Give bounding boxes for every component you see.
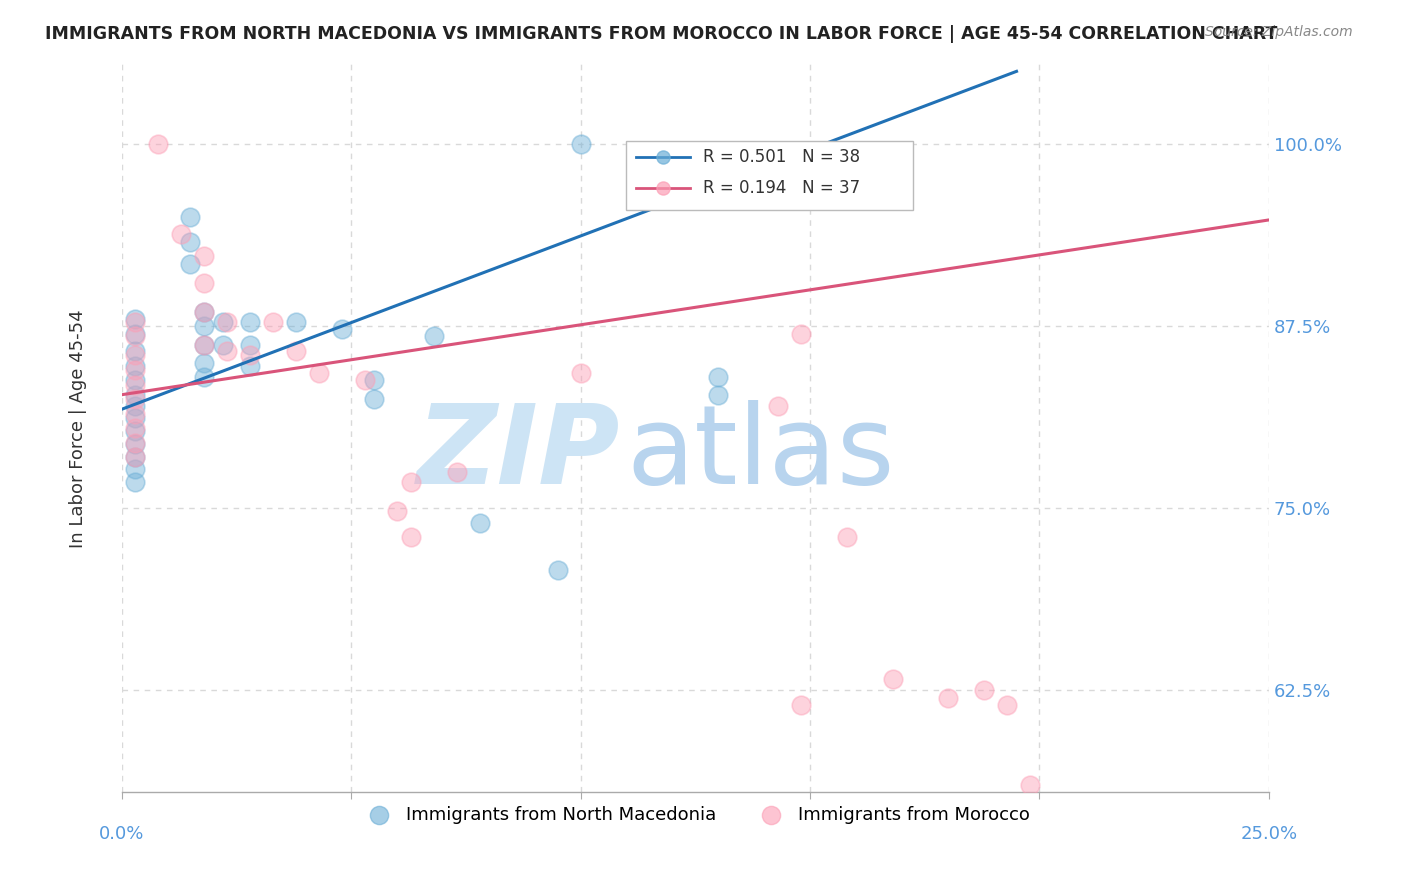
Text: R = 0.194   N = 37: R = 0.194 N = 37 [703,179,860,197]
Point [790,698,813,712]
Point [179,257,201,271]
Point [973,683,995,698]
Point [193,276,215,290]
Point [363,373,385,387]
Point [193,338,215,352]
Point [124,437,146,451]
Point [193,304,215,318]
Point [995,698,1018,712]
Point [124,359,146,373]
Point [193,304,215,318]
Point [124,435,146,450]
Point [124,329,146,343]
Text: 0.0%: 0.0% [98,825,145,843]
Point [124,421,146,435]
Point [170,227,193,242]
Point [124,475,146,490]
Point [547,562,569,576]
Point [446,465,468,479]
Point [285,315,308,329]
Text: ZIP: ZIP [418,401,620,508]
Point [468,516,491,530]
Point [124,450,146,465]
Point [707,370,730,384]
Point [124,344,146,359]
Point [211,338,233,352]
Point [308,366,330,380]
Point [766,400,789,414]
Point [148,137,170,152]
Point [569,137,592,152]
Point [1019,778,1042,792]
Point [193,338,215,352]
Point [193,319,215,334]
Point [124,392,146,406]
FancyBboxPatch shape [627,141,914,210]
Point [124,315,146,329]
Text: 25.0%: 25.0% [1240,825,1298,843]
Point [124,348,146,362]
Text: Source: ZipAtlas.com: Source: ZipAtlas.com [1205,25,1353,39]
Point [239,359,262,373]
Point [399,531,422,545]
Point [124,312,146,326]
Point [211,315,233,329]
Point [835,531,858,545]
Point [217,344,239,359]
Point [124,388,146,402]
Point [422,329,444,343]
Point [385,504,408,518]
Point [124,450,146,465]
Point [124,424,146,438]
Point [124,407,146,421]
Text: IMMIGRANTS FROM NORTH MACEDONIA VS IMMIGRANTS FROM MOROCCO IN LABOR FORCE | AGE : IMMIGRANTS FROM NORTH MACEDONIA VS IMMIG… [45,25,1278,43]
Point [707,388,730,402]
Point [193,356,215,370]
Point [193,249,215,263]
Point [239,348,262,362]
Point [124,373,146,387]
Point [179,235,201,249]
Point [363,392,385,406]
Point [217,315,239,329]
Point [124,411,146,425]
Point [179,210,201,224]
Point [354,373,377,387]
Point [330,322,353,336]
Point [124,326,146,341]
Point [124,363,146,377]
Point [124,400,146,414]
Text: R = 0.501   N = 38: R = 0.501 N = 38 [703,147,860,166]
Text: In Labor Force | Age 45-54: In Labor Force | Age 45-54 [69,309,87,548]
Point [239,315,262,329]
Point [936,690,959,705]
Point [193,370,215,384]
Legend: Immigrants from North Macedonia, Immigrants from Morocco: Immigrants from North Macedonia, Immigra… [354,798,1036,830]
Point [285,344,308,359]
Point [262,315,284,329]
Point [790,326,813,341]
Point [239,338,262,352]
Point [569,366,592,380]
Point [124,462,146,476]
Point [399,475,422,490]
Point [882,672,904,686]
Point [124,377,146,392]
Text: atlas: atlas [627,401,896,508]
